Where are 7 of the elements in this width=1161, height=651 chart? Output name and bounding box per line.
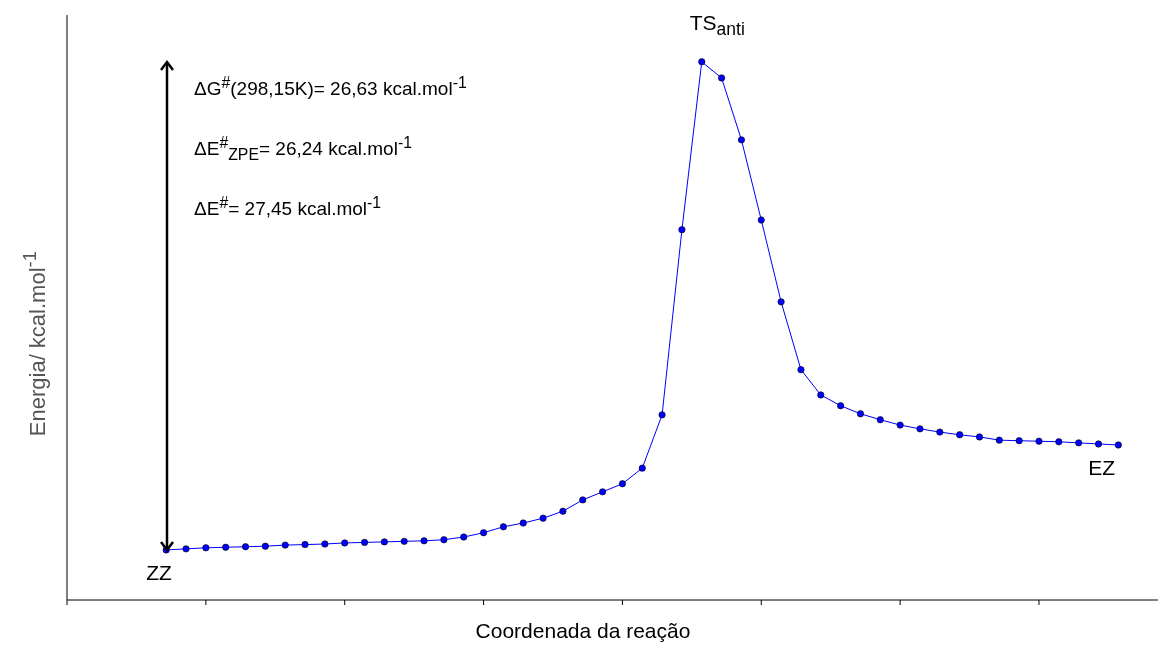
text: TS$_{anti}$: [689, 10, 745, 39]
x-axis-title: Coordenada da reação: [474, 619, 692, 642]
annotation: ΔE$^{#}$$_{ZPE}$= 26,24 kcal.mol$^{-1}$: [194, 134, 412, 164]
annotation: EZ: [1088, 456, 1116, 479]
annotation: ΔG$^{#}$(298,15K)= 26,63 kcal.mol$^{-1}$: [194, 74, 467, 100]
annotation: ΔE$^{#}$= 27,45 kcal.mol$^{-1}$: [194, 194, 382, 220]
annotation: ZZ: [146, 560, 172, 584]
